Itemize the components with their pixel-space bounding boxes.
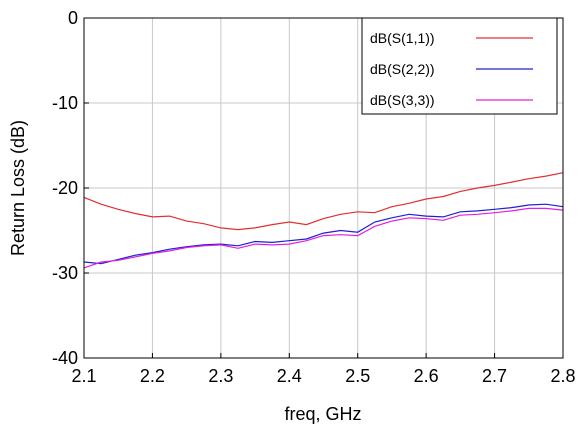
series-line-3 xyxy=(83,207,564,269)
legend-box xyxy=(361,17,558,115)
y-tick-label: -10 xyxy=(52,93,78,113)
x-tick-label: 2.1 xyxy=(71,366,96,386)
legend: dB(S(1,1)) dB(S(2,2)) dB(S(3,3)) xyxy=(361,17,558,115)
x-tick-label: 2.4 xyxy=(277,366,302,386)
x-tick-label: 2.6 xyxy=(414,366,439,386)
x-axis-title: freq, GHz xyxy=(284,404,361,424)
x-tick-label: 2.8 xyxy=(550,366,575,386)
x-tick-label: 2.5 xyxy=(345,366,370,386)
x-tick-label: 2.2 xyxy=(140,366,165,386)
series-layer xyxy=(83,172,564,269)
legend-label: dB(S(3,3)) xyxy=(370,92,435,108)
legend-label: dB(S(1,1)) xyxy=(370,30,435,46)
x-tick-label: 2.7 xyxy=(482,366,507,386)
series-line-1 xyxy=(83,172,564,231)
y-tick-label: 0 xyxy=(68,8,78,28)
y-tick-label: -30 xyxy=(52,263,78,283)
legend-label: dB(S(2,2)) xyxy=(370,61,435,77)
y-tick-label: -40 xyxy=(52,348,78,368)
y-tick-label: -20 xyxy=(52,178,78,198)
x-tick-label: 2.3 xyxy=(208,366,233,386)
tick-labels: 2.1 2.2 2.3 2.4 2.5 2.6 2.7 2.8 0 -10 -20 -30 -40 xyxy=(52,8,576,386)
y-axis-title: Return Loss (dB) xyxy=(8,120,28,256)
series-line-2 xyxy=(83,203,564,265)
